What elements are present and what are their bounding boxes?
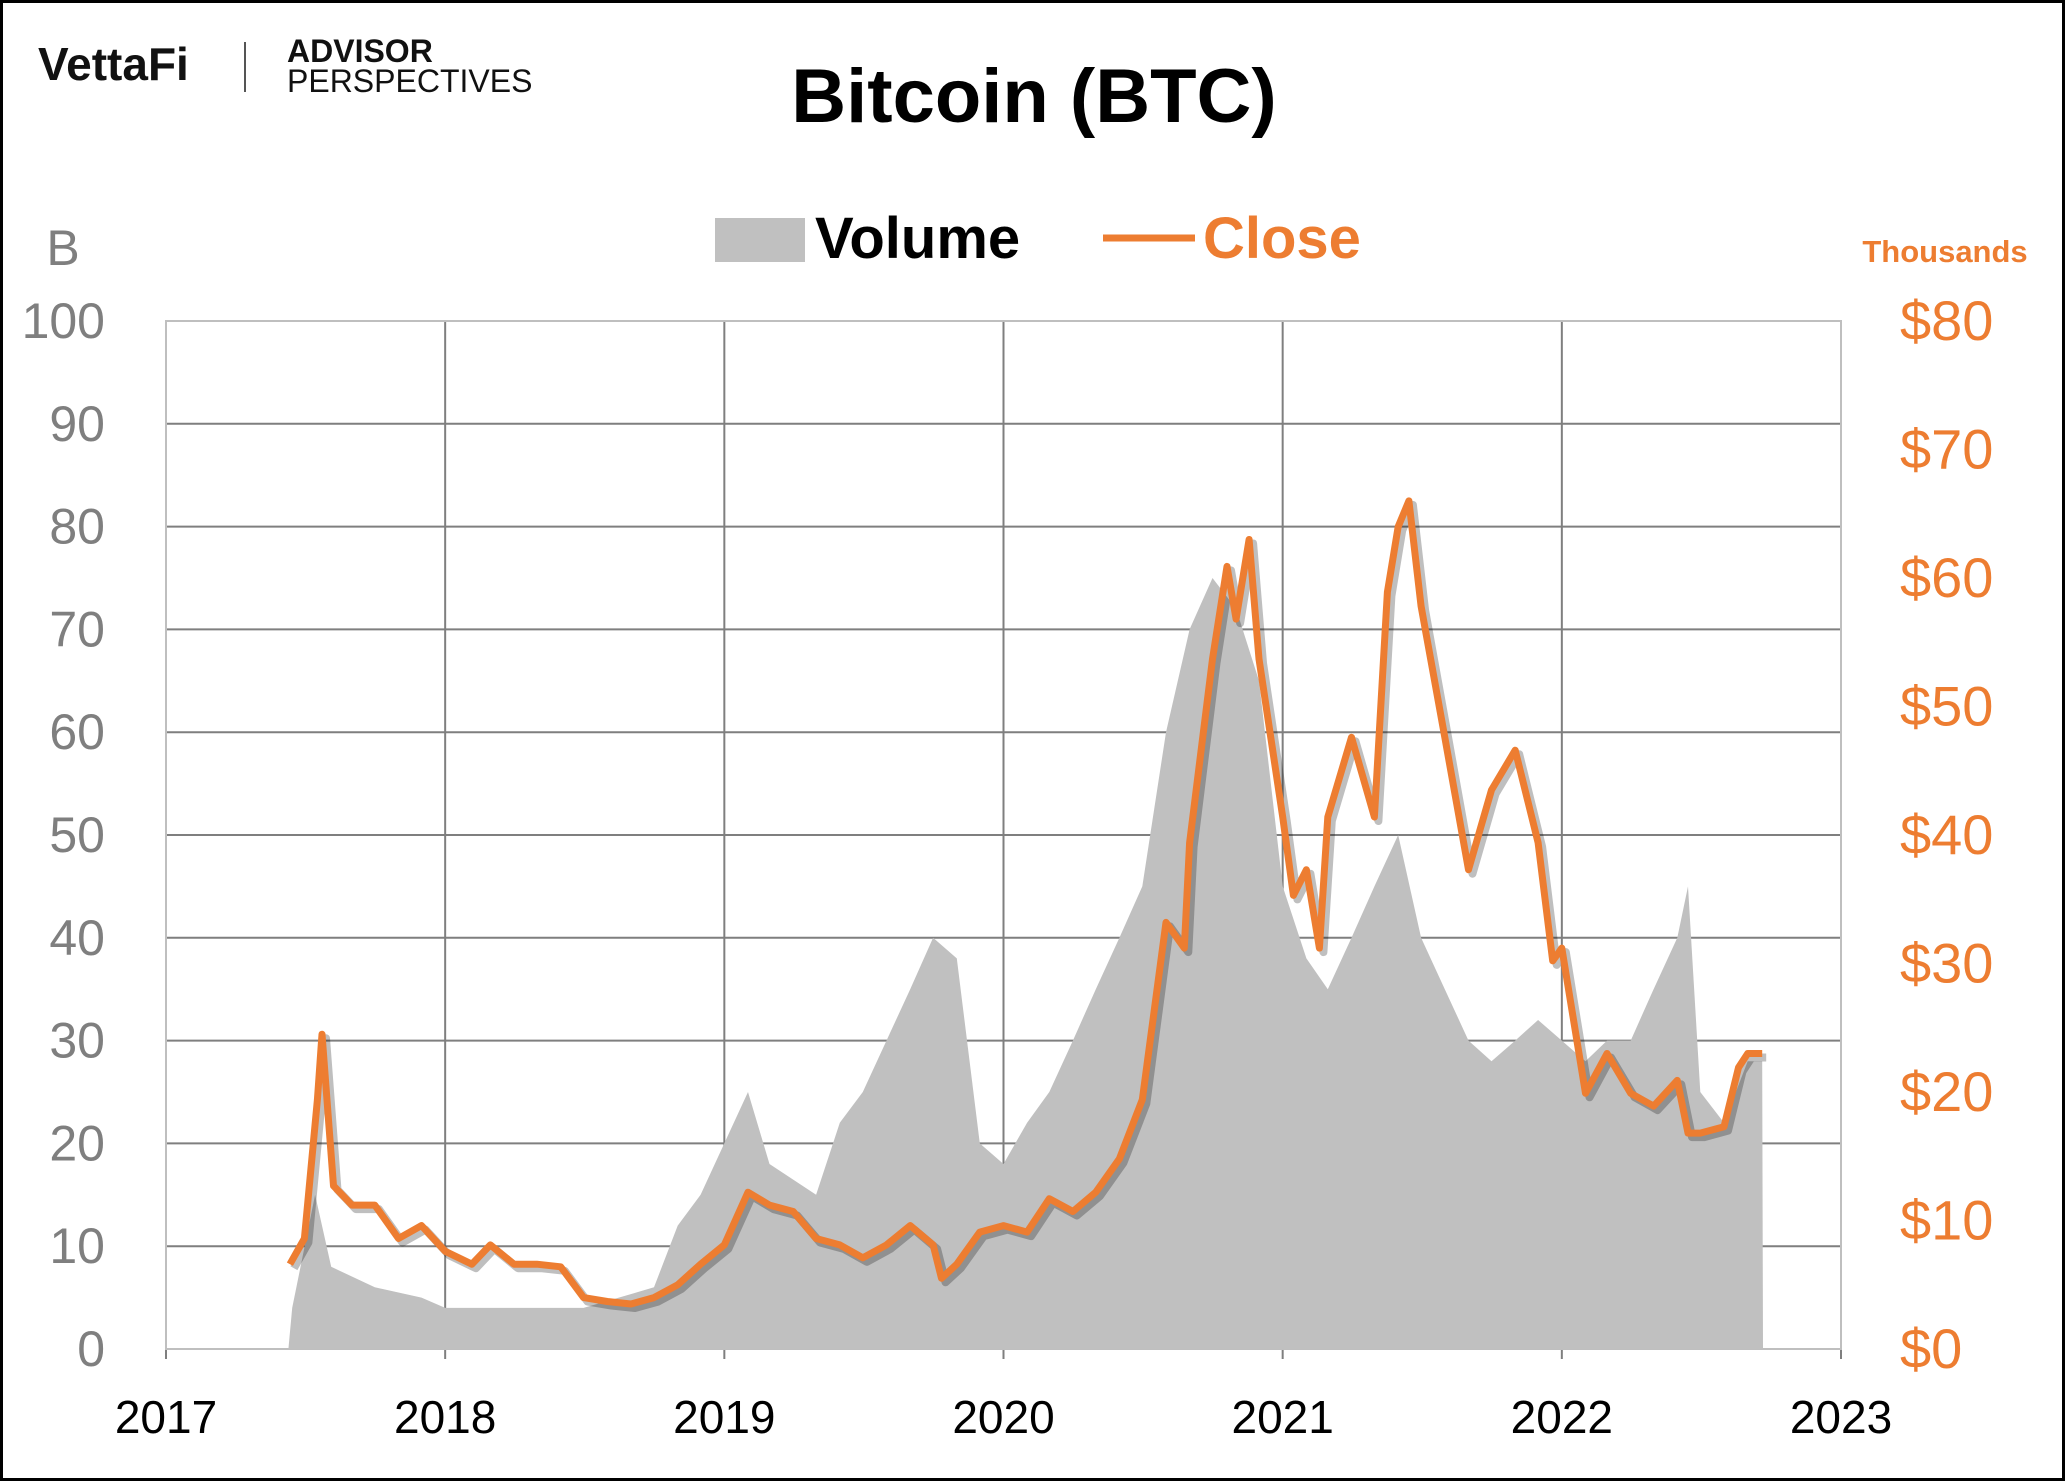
- legend: Volume Close: [715, 206, 1361, 271]
- right-axis-unit: Thousands: [1862, 234, 2027, 269]
- y-right-tick-label: $50: [1900, 675, 1993, 738]
- logo: VettaFi ADVISOR PERSPECTIVES: [38, 33, 532, 99]
- y-left-tick-label: 40: [49, 910, 105, 966]
- x-tick-label: 2017: [115, 1391, 217, 1443]
- y-left-tick-label: 50: [49, 807, 105, 863]
- x-tick-label: 2020: [952, 1391, 1054, 1443]
- y-right-tick-label: $60: [1900, 546, 1993, 609]
- y-left-tick-label: 10: [49, 1218, 105, 1274]
- y-right-tick-label: $30: [1900, 932, 1993, 995]
- y-right-tick-label: $80: [1900, 289, 1993, 352]
- x-tick-label: 2023: [1790, 1391, 1892, 1443]
- left-axis-unit: B: [46, 220, 79, 276]
- y-left-tick-label: 60: [49, 704, 105, 760]
- logo-perspectives: PERSPECTIVES: [287, 63, 532, 99]
- x-tick-label: 2019: [673, 1391, 775, 1443]
- legend-label-volume: Volume: [815, 206, 1020, 271]
- y-right-tick-label: $70: [1900, 418, 1993, 481]
- legend-label-close: Close: [1203, 206, 1361, 271]
- x-tick-label: 2021: [1231, 1391, 1333, 1443]
- y-right-tick-label: $10: [1900, 1189, 1993, 1252]
- y-left-tick-label: 70: [49, 601, 105, 657]
- x-tick-label: 2018: [394, 1391, 496, 1443]
- chart-title: Bitcoin (BTC): [791, 54, 1276, 139]
- logo-advisor: ADVISOR: [287, 33, 433, 69]
- y-left-tick-label: 20: [49, 1115, 105, 1171]
- volume-area: [288, 578, 1764, 1349]
- y-left-tick-label: 80: [49, 499, 105, 555]
- y-right-tick-label: $20: [1900, 1060, 1993, 1123]
- x-tick-label: 2022: [1511, 1391, 1613, 1443]
- y-right-tick-label: $0: [1900, 1317, 1962, 1380]
- y-left-tick-label: 0: [77, 1321, 105, 1377]
- logo-vettafi: VettaFi: [38, 38, 189, 90]
- y-left-tick-label: 90: [49, 396, 105, 452]
- y-left-tick-label: 30: [49, 1013, 105, 1069]
- legend-swatch-volume: [715, 218, 805, 262]
- close-line: [286, 497, 1763, 1308]
- y-left-tick-label: 100: [22, 293, 105, 349]
- y-right-tick-label: $40: [1900, 803, 1993, 866]
